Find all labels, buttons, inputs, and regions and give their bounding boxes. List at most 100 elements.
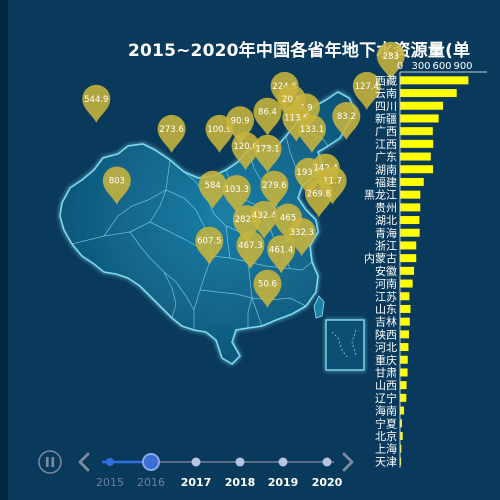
bar-北京[interactable] xyxy=(400,431,403,440)
map-pin-label: 544.9 xyxy=(84,95,108,105)
map-pin-icon xyxy=(253,97,282,136)
bar-天津[interactable] xyxy=(400,457,402,466)
map-pin[interactable]: 461.4 xyxy=(267,235,296,274)
bar-上海[interactable] xyxy=(400,444,402,453)
chevron-right-icon[interactable] xyxy=(342,452,354,472)
map-pin[interactable]: 544.9 xyxy=(82,84,111,123)
bar-四川[interactable] xyxy=(400,101,444,110)
map-pin-label: 461.4 xyxy=(269,245,293,255)
timeline-year-dot[interactable] xyxy=(235,457,245,467)
map-pin-icon xyxy=(231,132,260,171)
timeline-current-handle[interactable] xyxy=(142,453,160,471)
map-pin[interactable]: 120.6 xyxy=(231,132,260,171)
map-pin[interactable]: 50.6 xyxy=(253,269,282,308)
bar-甘肃[interactable] xyxy=(400,368,408,377)
bar-山西[interactable] xyxy=(400,381,407,390)
map-pin-label: 467.3 xyxy=(238,241,262,251)
timeline-year-label[interactable]: 2015 xyxy=(96,476,124,489)
pause-icon[interactable] xyxy=(38,450,62,474)
timeline-year-label[interactable]: 2016 xyxy=(137,476,165,489)
map-pin-icon xyxy=(260,170,289,209)
timeline-year-label[interactable]: 2018 xyxy=(225,476,256,489)
bar-category-label: 天津 xyxy=(375,455,397,468)
bar-海南[interactable] xyxy=(400,406,405,415)
map-pin-label: 20.6 xyxy=(282,95,301,105)
pause-bar-right xyxy=(51,457,55,467)
map-pin[interactable]: 127.4 xyxy=(352,71,381,110)
bar-category-label: 湖南 xyxy=(375,163,397,176)
bar-category-label: 内蒙古 xyxy=(364,251,397,265)
map-pin-label: 11.7 xyxy=(323,177,342,187)
bar-category-label: 陕西 xyxy=(375,327,397,341)
timeline[interactable]: 2015 2016 2017 2018 2019 2020 xyxy=(38,450,354,489)
map-pin[interactable]: 273.6 xyxy=(157,114,186,153)
map-pin-label: 103.3 xyxy=(225,185,249,195)
map-pins: 544.9803273.6100.990.9224.686.420.64.911… xyxy=(82,41,405,308)
bar-新疆[interactable] xyxy=(400,114,439,123)
map-pin[interactable]: 103.3 xyxy=(222,175,251,214)
map-pin[interactable]: 83.2 xyxy=(332,102,361,140)
bar-湖南[interactable] xyxy=(400,165,434,174)
bar-山东[interactable] xyxy=(400,304,411,313)
bar-category-label: 河北 xyxy=(375,341,397,354)
timeline-year-dot[interactable] xyxy=(278,457,288,467)
bar-福建[interactable] xyxy=(400,177,424,186)
pause-button-ring xyxy=(38,450,62,474)
bar-辽宁[interactable] xyxy=(400,393,407,402)
map-pin-icon xyxy=(102,166,131,205)
map-pin[interactable]: 432.4 xyxy=(250,200,279,239)
bar-x-tick-label: 900 xyxy=(453,61,472,72)
timeline-year-dot[interactable] xyxy=(322,457,332,467)
bar-西藏[interactable] xyxy=(400,76,469,85)
map-pin[interactable]: 584 xyxy=(198,170,227,209)
map-pin[interactable]: 607.5 xyxy=(195,226,224,265)
timeline-year-label[interactable]: 2020 xyxy=(312,476,343,489)
bar-青海[interactable] xyxy=(400,228,420,237)
map-pin[interactable]: 269.8 xyxy=(304,179,333,218)
map-pin[interactable]: 86.4 xyxy=(253,97,282,136)
bar-江苏[interactable] xyxy=(400,292,410,301)
bar-陕西[interactable] xyxy=(400,330,409,339)
timeline-year-label[interactable]: 2019 xyxy=(268,476,299,489)
map-pin-icon xyxy=(236,231,265,269)
bar-广东[interactable] xyxy=(400,152,431,161)
bar-黑龙江[interactable] xyxy=(400,190,421,199)
bar-宁夏[interactable] xyxy=(400,419,402,428)
bar-重庆[interactable] xyxy=(400,355,408,364)
map-pin-label: 193.7 xyxy=(296,168,320,178)
chevron-left-icon[interactable] xyxy=(78,452,90,472)
map-pin[interactable]: 173.1 xyxy=(253,134,282,173)
bar-浙江[interactable] xyxy=(400,241,417,250)
bar-贵州[interactable] xyxy=(400,203,421,212)
left-edge-strip xyxy=(0,0,8,500)
bar-category-label: 上海 xyxy=(375,442,397,456)
timeline-year-label[interactable]: 2017 xyxy=(181,476,212,489)
map-pin-label: 113.6 xyxy=(284,114,308,124)
bar-category-label: 西藏 xyxy=(375,74,397,87)
bar-江西[interactable] xyxy=(400,139,434,148)
bar-安徽[interactable] xyxy=(400,266,415,275)
map-pin[interactable]: 283 xyxy=(376,41,405,80)
bar-云南[interactable] xyxy=(400,89,457,98)
map-pin[interactable]: 100.9 xyxy=(205,114,234,153)
bar-category-label: 广西 xyxy=(375,125,397,138)
timeline-year-dot[interactable] xyxy=(106,458,114,466)
bar-广西[interactable] xyxy=(400,127,433,136)
bar-河北[interactable] xyxy=(400,343,409,352)
map-pin[interactable]: 133.1 xyxy=(298,114,326,153)
bar-河南[interactable] xyxy=(400,279,413,288)
map-pin[interactable]: 467.3 xyxy=(236,231,265,269)
bar-吉林[interactable] xyxy=(400,317,410,326)
map-pin-label: 120.6 xyxy=(233,142,257,152)
bar-湖北[interactable] xyxy=(400,216,420,225)
bar-category-label: 福建 xyxy=(375,175,397,189)
bar-category-label: 吉林 xyxy=(375,315,397,329)
map-pin-icon xyxy=(376,41,405,80)
bar-内蒙古[interactable] xyxy=(400,254,417,263)
map-pin[interactable]: 803 xyxy=(102,166,131,205)
map-pin-label: 90.9 xyxy=(231,116,250,126)
timeline-year-dot[interactable] xyxy=(191,457,201,467)
map-pin[interactable]: 279.6 xyxy=(260,170,289,209)
map-pin-label: 607.5 xyxy=(197,237,221,247)
